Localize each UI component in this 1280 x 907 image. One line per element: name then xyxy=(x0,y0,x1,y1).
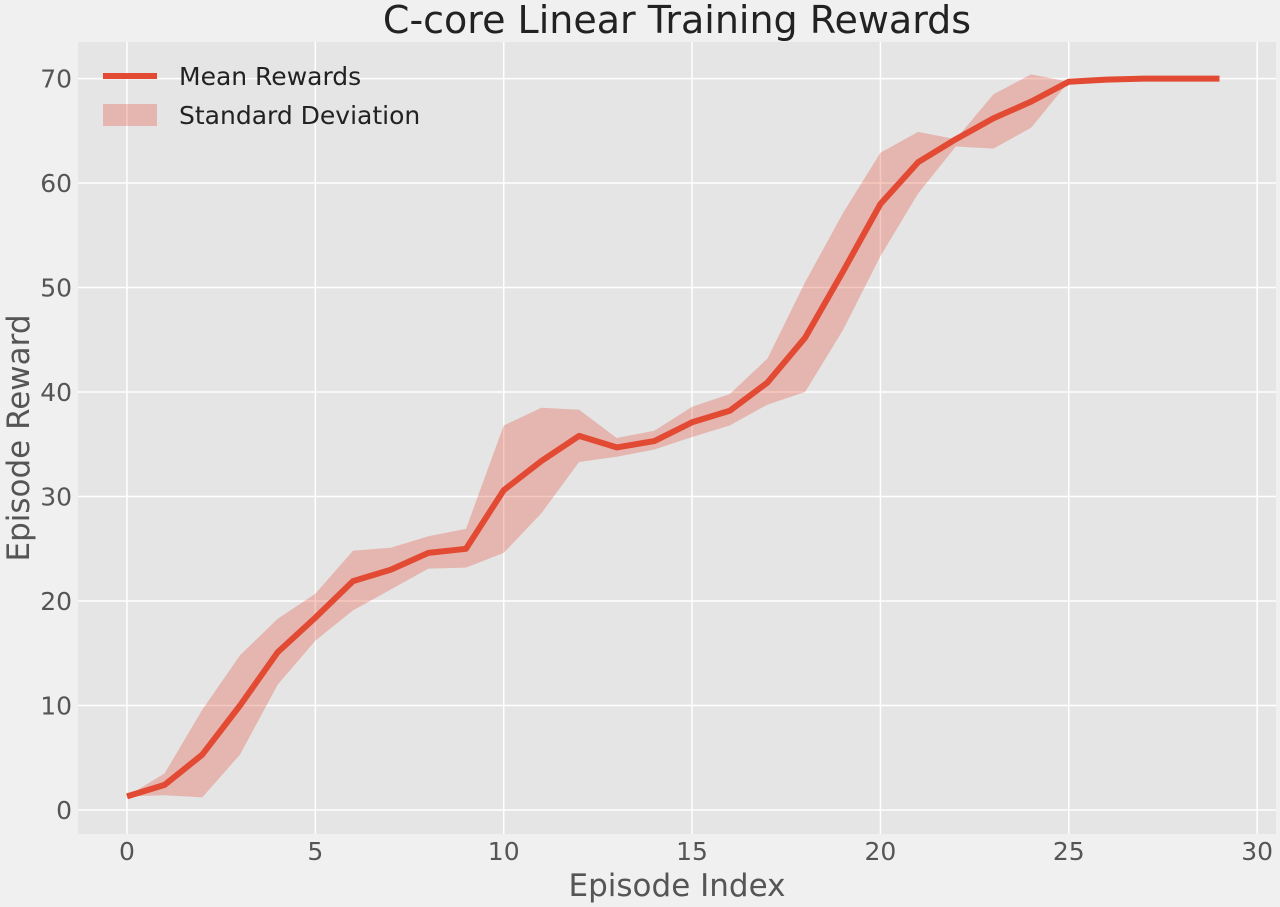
plot-background xyxy=(78,42,1276,834)
x-tick-label: 5 xyxy=(307,837,323,866)
mean-rewards-line xyxy=(126,75,1220,800)
y-tick-label: 20 xyxy=(40,587,72,616)
std-deviation-band xyxy=(127,74,1220,798)
y-tick-label: 70 xyxy=(40,65,72,94)
y-tick-label: 10 xyxy=(40,691,72,720)
chart-title: C-core Linear Training Rewards xyxy=(383,0,971,42)
x-tick-label: 25 xyxy=(1053,837,1085,866)
legend-band-swatch xyxy=(103,104,157,126)
std-band-layer xyxy=(127,74,1220,798)
x-tick-label: 30 xyxy=(1241,837,1273,866)
y-tick-label: 60 xyxy=(40,169,72,198)
y-tick-labels: 0 10 20 30 40 50 60 70 xyxy=(40,65,72,825)
y-axis-label: Episode Reward xyxy=(1,314,37,561)
x-tick-label: 0 xyxy=(119,837,135,866)
x-tick-label: 15 xyxy=(676,837,708,866)
legend-label-std: Standard Deviation xyxy=(179,101,420,130)
x-tick-label: 20 xyxy=(865,837,897,866)
x-tick-label: 10 xyxy=(488,837,520,866)
y-tick-label: 30 xyxy=(40,483,72,512)
y-tick-label: 40 xyxy=(40,378,72,407)
x-tick-labels: 0 5 10 15 20 25 30 xyxy=(119,837,1273,866)
grid xyxy=(78,42,1276,834)
legend-label-mean: Mean Rewards xyxy=(179,62,361,91)
x-axis-label: Episode Index xyxy=(569,868,786,904)
y-tick-label: 50 xyxy=(40,274,72,303)
legend: Mean Rewards Standard Deviation xyxy=(103,62,420,130)
y-tick-label: 0 xyxy=(56,796,72,825)
mean-line-layer xyxy=(126,75,1220,800)
